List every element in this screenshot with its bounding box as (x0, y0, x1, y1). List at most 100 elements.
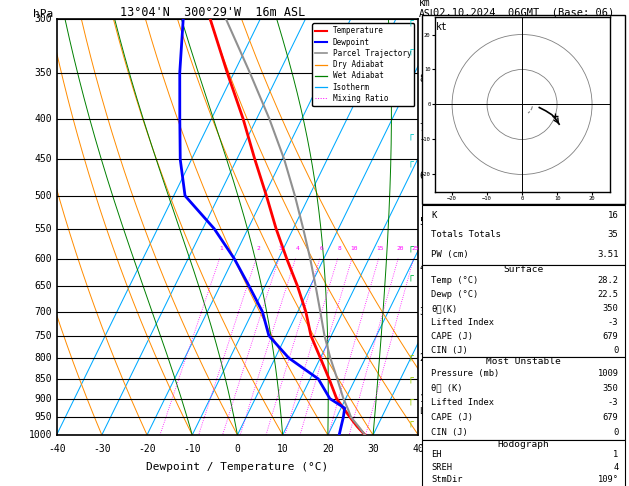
Text: 0: 0 (235, 444, 240, 454)
Text: CAPE (J): CAPE (J) (431, 332, 473, 341)
Text: 13°04'N  300°29'W  16m ASL: 13°04'N 300°29'W 16m ASL (120, 6, 305, 18)
Text: 3: 3 (279, 246, 282, 251)
Text: ┌: ┌ (407, 272, 413, 282)
Text: 450: 450 (35, 155, 52, 164)
Text: 4: 4 (613, 463, 618, 472)
Text: CAPE (J): CAPE (J) (431, 413, 473, 422)
Text: 109°: 109° (598, 475, 618, 484)
Text: StmDir: StmDir (431, 475, 462, 484)
Text: 20: 20 (322, 444, 334, 454)
Text: ┌: ┌ (407, 374, 413, 384)
Text: ┌: ┌ (407, 46, 413, 56)
Bar (423, 205, 625, 265)
Text: Totals Totals: Totals Totals (431, 230, 501, 240)
Text: 10: 10 (277, 444, 289, 454)
Text: 8: 8 (338, 246, 342, 251)
Text: -3: -3 (608, 318, 618, 327)
Text: 400: 400 (35, 114, 52, 124)
Text: 4: 4 (420, 263, 425, 273)
Text: 1000: 1000 (29, 430, 52, 440)
Bar (423, 15, 625, 204)
Text: LCL: LCL (420, 407, 435, 417)
Bar (423, 440, 625, 486)
Text: -3: -3 (608, 399, 618, 407)
Text: 650: 650 (35, 281, 52, 291)
Text: 5: 5 (420, 217, 425, 227)
Text: 10: 10 (350, 246, 357, 251)
Text: 679: 679 (603, 332, 618, 341)
Text: ┌: ┌ (407, 131, 413, 141)
Text: Lifted Index: Lifted Index (431, 318, 494, 327)
Text: 0: 0 (613, 428, 618, 437)
Text: 6: 6 (320, 246, 323, 251)
Text: 2: 2 (420, 353, 425, 363)
Text: 0: 0 (613, 346, 618, 355)
Text: Lifted Index: Lifted Index (431, 399, 494, 407)
Text: Pressure (mb): Pressure (mb) (431, 369, 499, 378)
Text: 700: 700 (35, 307, 52, 317)
Text: 3.51: 3.51 (597, 250, 618, 260)
Text: Mixing Ratio (g/kg): Mixing Ratio (g/kg) (445, 197, 454, 299)
Text: K: K (431, 210, 437, 220)
Text: 2: 2 (256, 246, 260, 251)
Text: kt: kt (437, 22, 448, 32)
Text: θᴄ(K): θᴄ(K) (431, 304, 457, 313)
Text: 1009: 1009 (598, 369, 618, 378)
Text: 850: 850 (35, 374, 52, 384)
Text: 22.5: 22.5 (598, 290, 618, 299)
Text: 300: 300 (35, 15, 52, 24)
Text: PW (cm): PW (cm) (431, 250, 469, 260)
Text: Surface: Surface (504, 265, 543, 274)
Text: hPa: hPa (33, 9, 53, 18)
Text: Dewp (°C): Dewp (°C) (431, 290, 478, 299)
Text: 30: 30 (367, 444, 379, 454)
Text: 7: 7 (420, 123, 425, 133)
Legend: Temperature, Dewpoint, Parcel Trajectory, Dry Adiabat, Wet Adiabat, Isotherm, Mi: Temperature, Dewpoint, Parcel Trajectory… (312, 23, 415, 106)
Text: 350: 350 (35, 68, 52, 78)
Bar (423, 265, 625, 357)
Text: EH: EH (431, 450, 442, 459)
Text: 800: 800 (35, 353, 52, 363)
Text: 25: 25 (411, 246, 419, 251)
Text: θᴄ (K): θᴄ (K) (431, 383, 462, 393)
Text: 35: 35 (608, 230, 618, 240)
Text: 350: 350 (603, 383, 618, 393)
Text: 900: 900 (35, 394, 52, 403)
Text: -10: -10 (184, 444, 201, 454)
Text: 02.10.2024  06GMT  (Base: 06): 02.10.2024 06GMT (Base: 06) (433, 7, 615, 17)
Text: 1: 1 (220, 246, 223, 251)
Text: -40: -40 (48, 444, 65, 454)
Text: 1: 1 (613, 450, 618, 459)
Text: Most Unstable: Most Unstable (486, 357, 561, 366)
Text: 28.2: 28.2 (598, 276, 618, 285)
Text: ┌: ┌ (407, 396, 413, 406)
Text: SREH: SREH (431, 463, 452, 472)
Text: -30: -30 (93, 444, 111, 454)
Text: 600: 600 (35, 254, 52, 264)
Text: Dewpoint / Temperature (°C): Dewpoint / Temperature (°C) (147, 462, 328, 472)
Text: 350: 350 (603, 304, 618, 313)
Text: 1: 1 (420, 394, 425, 403)
Text: Hodograph: Hodograph (498, 440, 550, 449)
Text: 679: 679 (603, 413, 618, 422)
Text: 500: 500 (35, 191, 52, 201)
Text: 20: 20 (396, 246, 404, 251)
Text: 3: 3 (420, 307, 425, 317)
Text: CIN (J): CIN (J) (431, 428, 468, 437)
Bar (423, 357, 625, 440)
Text: 950: 950 (35, 412, 52, 422)
Text: ┌: ┌ (407, 243, 413, 253)
Text: 6: 6 (420, 171, 425, 181)
Text: -20: -20 (138, 444, 156, 454)
Text: ┌: ┌ (407, 17, 413, 27)
Text: ┌: ┌ (407, 418, 413, 428)
Text: 15: 15 (377, 246, 384, 251)
Text: 4: 4 (296, 246, 299, 251)
Text: km
ASL: km ASL (419, 0, 437, 18)
Text: ┌: ┌ (407, 352, 413, 362)
Text: 750: 750 (35, 330, 52, 341)
Text: CIN (J): CIN (J) (431, 346, 468, 355)
Text: 550: 550 (35, 224, 52, 234)
Text: 8: 8 (420, 74, 425, 85)
Text: Temp (°C): Temp (°C) (431, 276, 478, 285)
